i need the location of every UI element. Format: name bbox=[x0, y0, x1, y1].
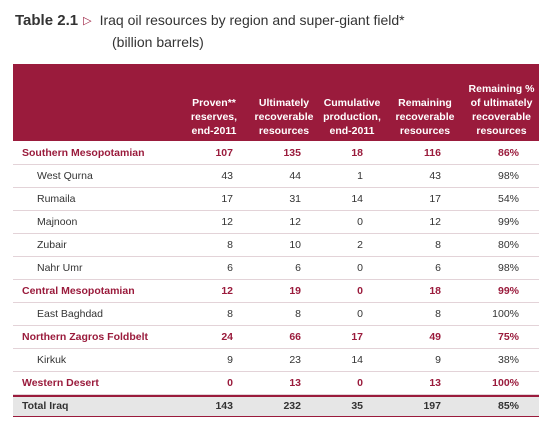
table-row-field: Kirkuk 9 23 14 9 38% bbox=[13, 349, 539, 372]
cell-remaining-pct: 80% bbox=[497, 239, 519, 251]
cell-cumulative: 0 bbox=[357, 285, 363, 297]
cell-proven: 6 bbox=[227, 262, 233, 274]
cell-remaining: 13 bbox=[429, 377, 441, 389]
cell-proven: 12 bbox=[221, 216, 233, 228]
cell-remaining-pct: 99% bbox=[497, 216, 519, 228]
cell-cumulative: 0 bbox=[357, 377, 363, 389]
total-label: Total Iraq bbox=[22, 400, 69, 412]
cell-cumulative: 14 bbox=[351, 193, 363, 205]
table-row-field: West Qurna 43 44 1 43 98% bbox=[13, 165, 539, 188]
cell-cumulative: 0 bbox=[357, 262, 363, 274]
cell-remaining-pct: 86% bbox=[497, 147, 519, 159]
cell-ultimate: 44 bbox=[289, 170, 301, 182]
table-row-field: Zubair 8 10 2 8 80% bbox=[13, 234, 539, 257]
cell-proven: 0 bbox=[227, 377, 233, 389]
cell-proven: 8 bbox=[227, 239, 233, 251]
cell-remaining: 12 bbox=[429, 216, 441, 228]
table-row-field: Majnoon 12 12 0 12 99% bbox=[13, 211, 539, 234]
header-remaining-percent: Remaining % of ultimately recoverable re… bbox=[468, 83, 535, 137]
cell-proven: 12 bbox=[221, 285, 233, 297]
cell-remaining-pct: 38% bbox=[497, 354, 519, 366]
cell-remaining: 197 bbox=[423, 400, 441, 412]
cell-ultimate: 6 bbox=[295, 262, 301, 274]
cell-cumulative: 2 bbox=[357, 239, 363, 251]
header-cumulative-production: Cumulative production, end-2011 bbox=[323, 97, 381, 137]
row-label: Zubair bbox=[37, 239, 67, 251]
cell-remaining-pct: 98% bbox=[497, 170, 519, 182]
cell-cumulative: 18 bbox=[351, 147, 363, 159]
cell-proven: 143 bbox=[215, 400, 233, 412]
cell-proven: 24 bbox=[221, 331, 233, 343]
cell-proven: 107 bbox=[215, 147, 233, 159]
cell-ultimate: 10 bbox=[289, 239, 301, 251]
table-row-field: East Baghdad 8 8 0 8 100% bbox=[13, 303, 539, 326]
table-row-region: Western Desert 0 13 0 13 100% bbox=[13, 372, 539, 395]
row-label: Nahr Umr bbox=[37, 262, 83, 274]
cell-proven: 17 bbox=[221, 193, 233, 205]
row-label: West Qurna bbox=[37, 170, 93, 182]
table-title: Iraq oil resources by region and super-g… bbox=[99, 12, 405, 28]
cell-ultimate: 232 bbox=[283, 400, 301, 412]
cell-remaining-pct: 99% bbox=[497, 285, 519, 297]
cell-proven: 43 bbox=[221, 170, 233, 182]
cell-remaining: 9 bbox=[435, 354, 441, 366]
cell-proven: 9 bbox=[227, 354, 233, 366]
cell-remaining-pct: 75% bbox=[497, 331, 519, 343]
row-label: Rumaila bbox=[37, 193, 76, 205]
header-proven-reserves: Proven** reserves, end-2011 bbox=[190, 97, 238, 137]
table-row-region: Central Mesopotamian 12 19 0 18 99% bbox=[13, 280, 539, 303]
header-ultimately-recoverable: Ultimately recoverable resources bbox=[254, 97, 314, 137]
cell-remaining-pct: 100% bbox=[492, 308, 519, 320]
row-label: Western Desert bbox=[22, 377, 99, 389]
cell-cumulative: 1 bbox=[357, 170, 363, 182]
cell-remaining-pct: 85% bbox=[497, 400, 519, 412]
header-remaining-recoverable: Remaining recoverable resources bbox=[395, 97, 455, 137]
table-title-row: Table 2.1 ▷ Iraq oil resources by region… bbox=[15, 10, 540, 30]
cell-ultimate: 19 bbox=[289, 285, 301, 297]
table-row-field: Rumaila 17 31 14 17 54% bbox=[13, 188, 539, 211]
cell-ultimate: 13 bbox=[289, 377, 301, 389]
cell-remaining: 17 bbox=[429, 193, 441, 205]
cell-cumulative: 14 bbox=[351, 354, 363, 366]
cell-cumulative: 35 bbox=[351, 400, 363, 412]
row-label: Majnoon bbox=[37, 216, 78, 228]
table-header: Proven** reserves, end-2011 Ultimately r… bbox=[13, 64, 539, 141]
cell-remaining: 43 bbox=[429, 170, 441, 182]
cell-ultimate: 135 bbox=[283, 147, 301, 159]
cell-cumulative: 17 bbox=[351, 331, 363, 343]
cell-ultimate: 31 bbox=[289, 193, 301, 205]
cell-cumulative: 0 bbox=[357, 308, 363, 320]
cell-remaining: 49 bbox=[429, 331, 441, 343]
cell-remaining: 116 bbox=[424, 147, 441, 159]
triangle-arrow-icon: ▷ bbox=[83, 14, 92, 27]
cell-remaining-pct: 54% bbox=[497, 193, 519, 205]
row-label: Southern Mesopotamian bbox=[22, 147, 145, 159]
cell-remaining: 8 bbox=[435, 308, 441, 320]
row-label: East Baghdad bbox=[37, 308, 103, 320]
cell-ultimate: 8 bbox=[295, 308, 301, 320]
cell-remaining-pct: 100% bbox=[492, 377, 519, 389]
cell-ultimate: 66 bbox=[289, 331, 301, 343]
table-subtitle: (billion barrels) bbox=[112, 34, 204, 50]
row-label: Kirkuk bbox=[37, 354, 67, 366]
cell-ultimate: 12 bbox=[289, 216, 301, 228]
table-row-total: Total Iraq 143 232 35 197 85% bbox=[13, 395, 539, 417]
table-row-field: Nahr Umr 6 6 0 6 98% bbox=[13, 257, 539, 280]
cell-ultimate: 23 bbox=[289, 354, 301, 366]
table-row-region: Southern Mesopotamian 107 135 18 116 86% bbox=[13, 142, 539, 165]
row-label: Central Mesopotamian bbox=[22, 285, 135, 297]
cell-remaining: 18 bbox=[429, 285, 441, 297]
cell-remaining: 6 bbox=[435, 262, 441, 274]
cell-cumulative: 0 bbox=[357, 216, 363, 228]
row-label: Northern Zagros Foldbelt bbox=[22, 331, 148, 343]
table-number: Table 2.1 bbox=[15, 11, 79, 29]
cell-remaining-pct: 98% bbox=[497, 262, 519, 274]
cell-proven: 8 bbox=[227, 308, 233, 320]
table-row-region: Northern Zagros Foldbelt 24 66 17 49 75% bbox=[13, 326, 539, 349]
cell-remaining: 8 bbox=[435, 239, 441, 251]
